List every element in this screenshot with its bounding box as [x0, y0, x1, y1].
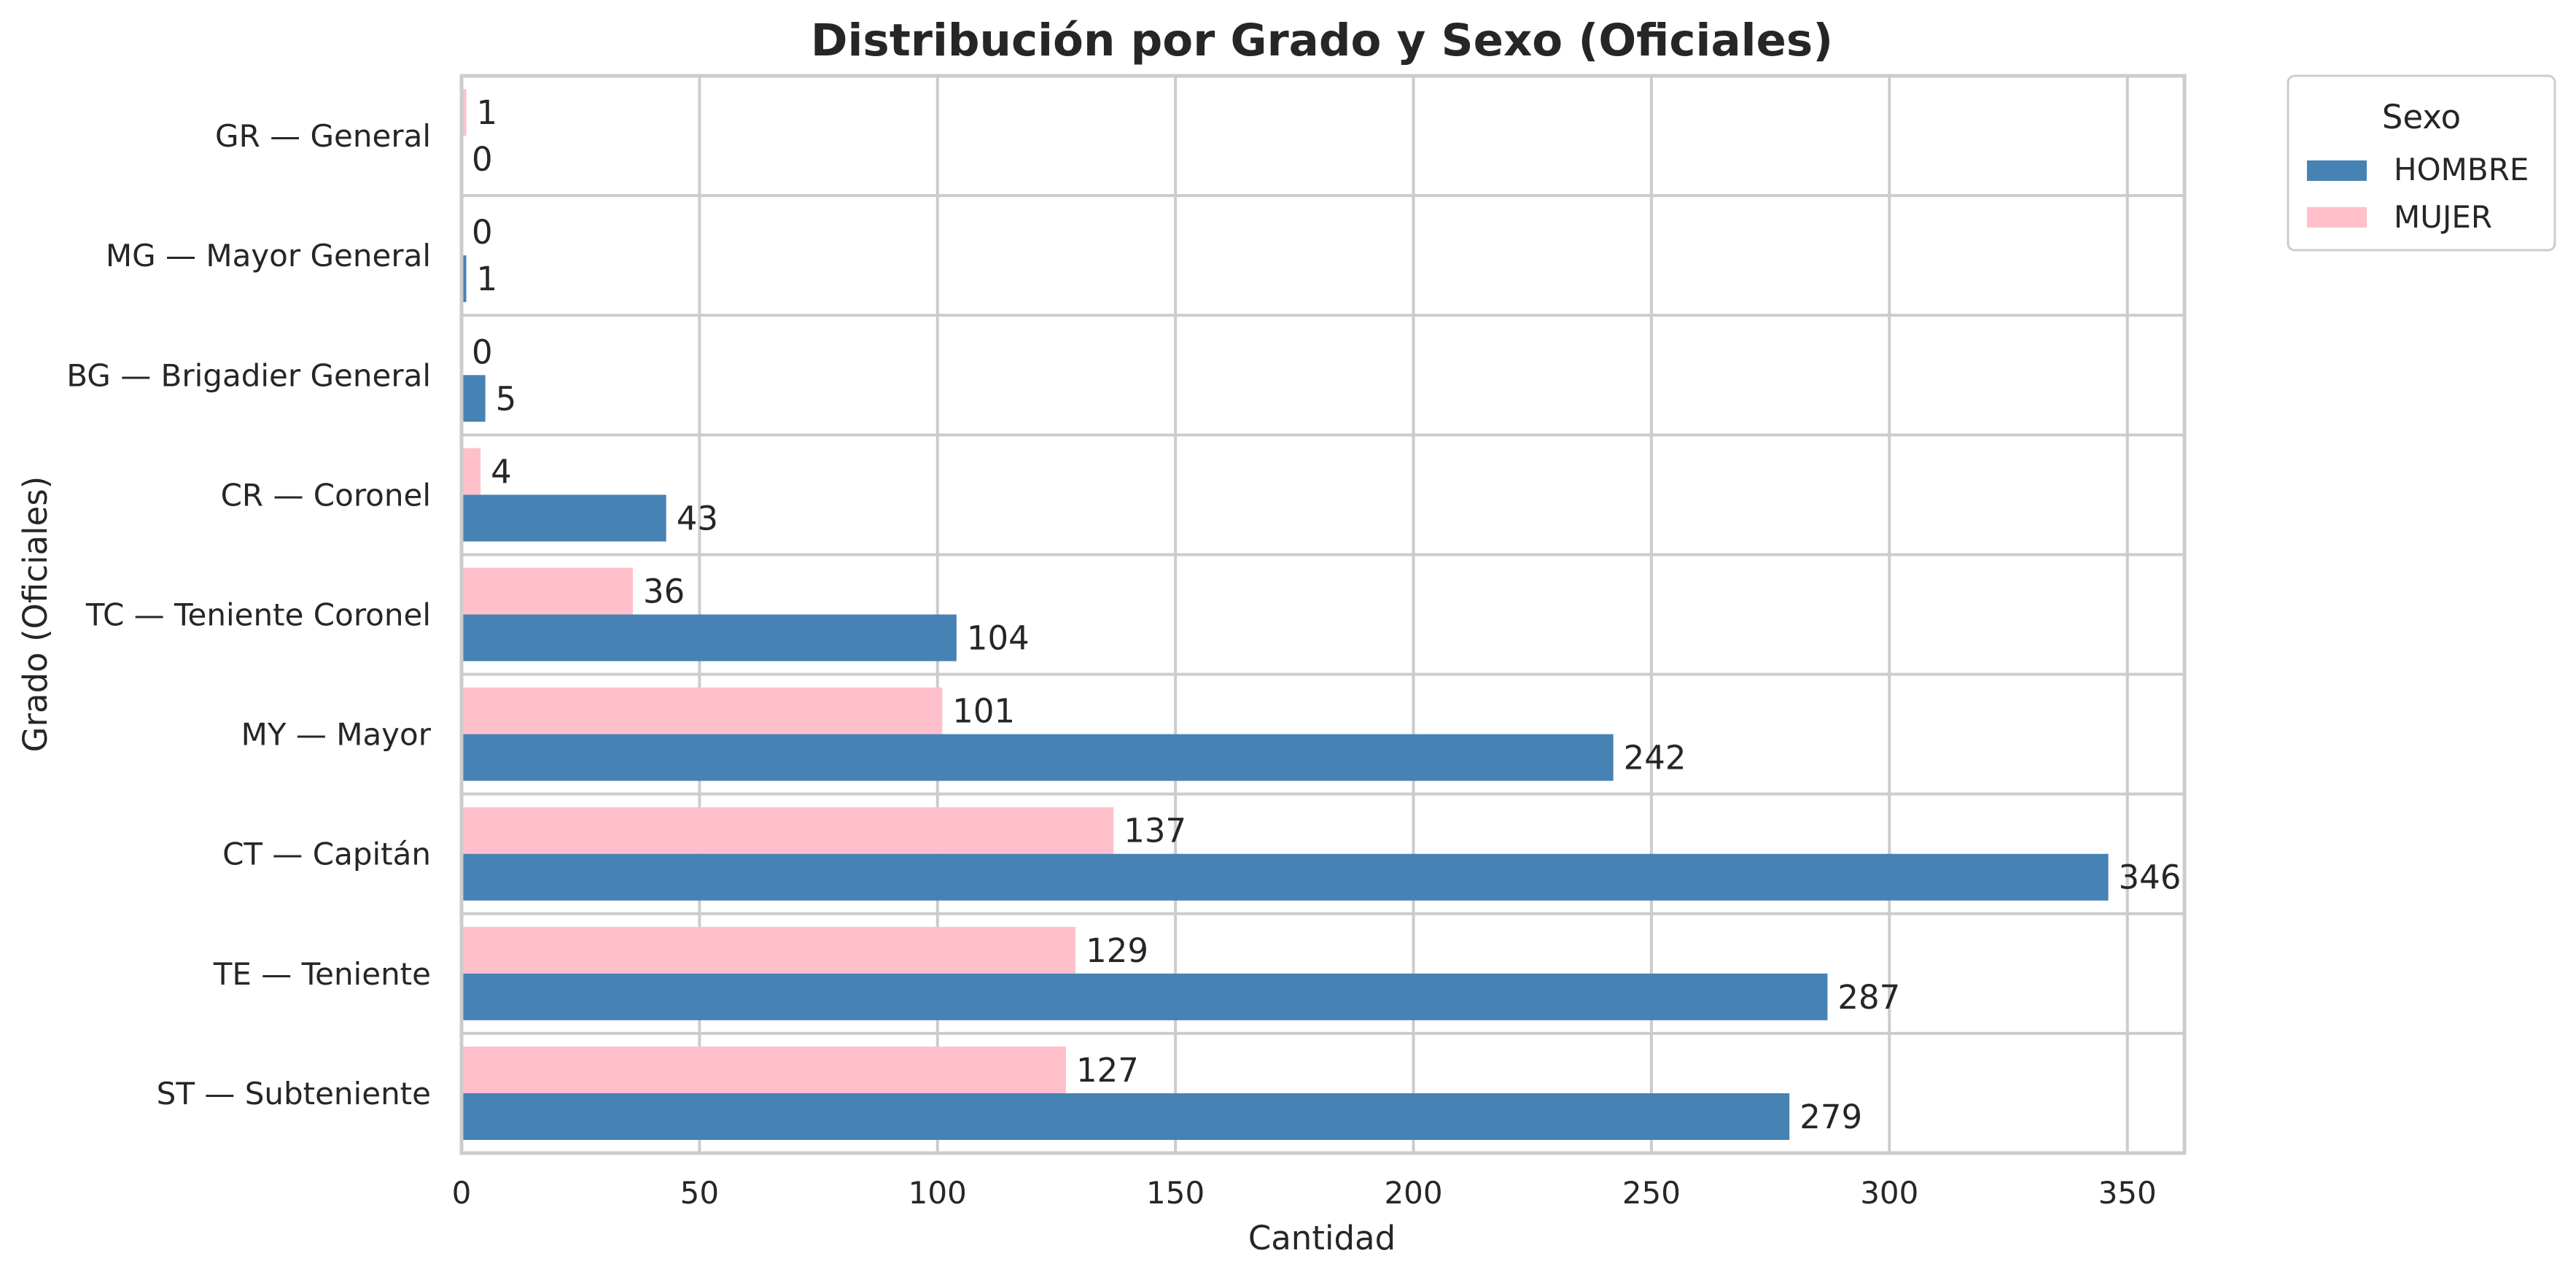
bar-mujer: [462, 448, 481, 495]
bar-mujer: [462, 567, 633, 615]
bar-hombre: [462, 375, 486, 422]
bar-label-mujer: 1: [477, 93, 498, 132]
x-tick-label: 150: [1146, 1175, 1205, 1211]
category-label: CT — Capitán: [222, 837, 431, 872]
bar-hombre: [462, 255, 467, 303]
bar-label-hombre: 5: [496, 379, 517, 418]
category-label: MG — Mayor General: [106, 238, 431, 274]
category-label: ST — Subteniente: [157, 1076, 431, 1112]
plot-frame: [459, 74, 2187, 1155]
bar-label-hombre: 287: [1837, 978, 1900, 1017]
legend-title: Sexo: [2382, 98, 2461, 136]
bar-mujer: [462, 926, 1076, 974]
legend-label-hombre: HOMBRE: [2394, 152, 2529, 187]
category-label: TE — Teniente: [213, 956, 431, 992]
x-axis-title: Cantidad: [1248, 1219, 1396, 1257]
bar-label-hombre: 346: [2119, 858, 2182, 897]
x-tick-label: 0: [452, 1175, 472, 1211]
bar-hombre: [462, 614, 957, 662]
x-tick-label: 100: [908, 1175, 967, 1211]
bar-label-mujer: 137: [1124, 812, 1186, 850]
chart-title: Distribución por Grado y Sexo (Oficiales…: [811, 15, 1833, 66]
bar-hombre: [462, 494, 666, 542]
category-label: BG — Brigadier General: [66, 357, 431, 393]
legend-swatch-hombre: [2307, 160, 2367, 181]
bar-label-mujer: 36: [643, 573, 685, 611]
grid: [460, 76, 2184, 1153]
bar-label-hombre: 0: [472, 140, 493, 179]
bar-label-mujer: 127: [1076, 1051, 1139, 1090]
bar-label-mujer: 4: [491, 452, 512, 491]
bar-label-mujer: 101: [952, 692, 1015, 731]
legend-swatch-mujer: [2307, 207, 2367, 228]
x-tick-labels: 0 50 100 150 200 250 300 350: [452, 1175, 2157, 1211]
bar-label-mujer: 129: [1086, 931, 1148, 970]
bar-label-mujer: 0: [472, 333, 493, 371]
bar-label-hombre: 104: [967, 619, 1030, 658]
category-label: GR — General: [215, 118, 431, 154]
bar-label-hombre: 242: [1624, 739, 1686, 777]
bar-hombre: [462, 734, 1614, 781]
legend-frame: [2287, 74, 2556, 252]
bar-mujer: [462, 687, 943, 734]
bar-hombre: [462, 973, 1828, 1020]
legend-label-mujer: MUJER: [2394, 199, 2492, 235]
bar-label-hombre: 279: [1799, 1098, 1862, 1136]
bar-hombre: [462, 1093, 1790, 1140]
x-tick-label: 300: [1860, 1175, 1918, 1211]
x-tick-label: 200: [1384, 1175, 1442, 1211]
x-tick-label: 350: [2098, 1175, 2157, 1211]
category-labels: GR — General MG — Mayor General BG — Briga…: [66, 118, 432, 1112]
category-label: CR — Coronel: [221, 477, 431, 513]
bar-mujer: [462, 1046, 1067, 1093]
bar-mujer: [462, 89, 467, 136]
category-label: TC — Teniente Coronel: [85, 597, 431, 633]
bar-hombre: [462, 853, 2109, 901]
y-axis-title: Grado (Oficiales): [16, 476, 55, 753]
bar-label-hombre: 1: [477, 260, 498, 298]
x-tick-label: 50: [680, 1175, 719, 1211]
bars: [462, 89, 2109, 1140]
bar-label-hombre: 43: [677, 499, 718, 538]
bar-label-mujer: 0: [472, 213, 493, 252]
bar-mujer: [462, 807, 1114, 854]
legend: Sexo HOMBRE MUJER: [2287, 74, 2556, 252]
category-label: MY — Mayor: [241, 717, 432, 753]
x-tick-label: 250: [1622, 1175, 1681, 1211]
